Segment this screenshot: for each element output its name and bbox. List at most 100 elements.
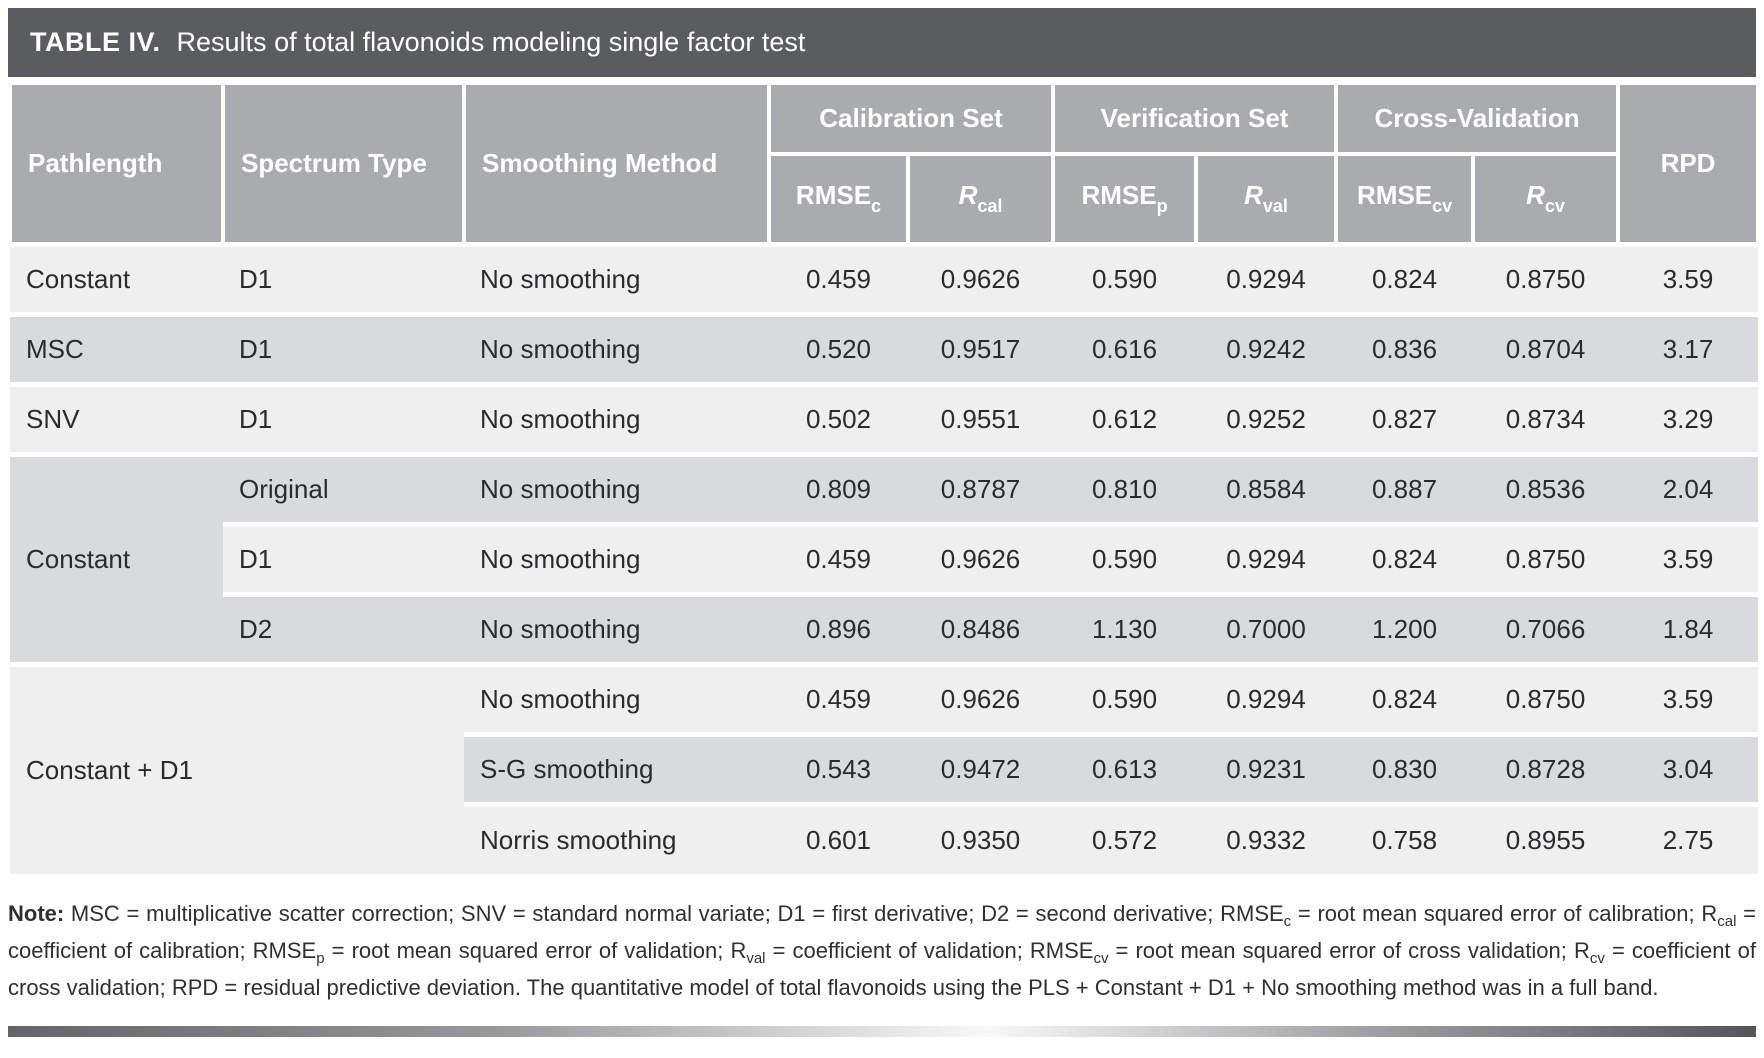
cell-rmse-c: 0.459 — [769, 521, 908, 594]
table-title-text: Results of total flavonoids modeling sin… — [176, 27, 806, 57]
group-header-calibration-set: Calibration Set — [766, 81, 1056, 156]
cell-rpd: 1.84 — [1618, 591, 1759, 664]
cell-r-val: 0.9242 — [1196, 311, 1337, 384]
note-segment: MSC = multiplicative scatter correction;… — [64, 901, 1284, 926]
col-header-pathlength: Pathlength — [8, 81, 225, 246]
cell-r-cv: 0.7066 — [1473, 591, 1619, 664]
note-subscript: cv — [1093, 950, 1109, 967]
note-segment: = coefficient of calibration; RMSE — [8, 901, 1756, 963]
cell-r-cal: 0.8486 — [908, 591, 1054, 664]
col-header-rmse-p: RMSEp — [1051, 152, 1199, 246]
note-label: Note: — [8, 901, 65, 926]
cell-rmse-cv: 0.887 — [1336, 451, 1474, 524]
cell-rmse-c: 0.502 — [769, 381, 908, 454]
cell-rmse-c: 0.896 — [769, 591, 908, 664]
cell-rmse-p: 0.590 — [1053, 241, 1197, 314]
col-header-r-cal-base: R — [958, 180, 978, 211]
note-segment: = root mean squared error of calibration… — [1291, 901, 1718, 926]
cell-smoothing-method: S-G smoothing — [464, 731, 769, 804]
cell-rpd: 3.29 — [1618, 381, 1759, 454]
cell-smoothing-method: No smoothing — [464, 521, 769, 594]
cell-rmse-p: 0.590 — [1053, 521, 1197, 594]
cell-r-val: 0.9294 — [1196, 661, 1337, 734]
cell-r-cv: 0.8750 — [1473, 241, 1619, 314]
cell-pathlength-merged: Constant — [10, 451, 223, 664]
cell-rmse-cv: 0.758 — [1336, 801, 1474, 874]
cell-rmse-c: 0.543 — [769, 731, 908, 804]
cell-rmse-c: 0.459 — [769, 241, 908, 314]
cell-rpd: 3.04 — [1618, 731, 1759, 804]
header-sub-row: RMSEc Rcal RMSEp Rval RMSEcv Rcv — [10, 152, 1758, 246]
col-header-r-val: Rval — [1194, 152, 1339, 246]
cell-rmse-p: 1.130 — [1053, 591, 1197, 664]
cell-r-cal: 0.9626 — [908, 521, 1054, 594]
col-header-rmse-cv: RMSEcv — [1334, 152, 1476, 246]
col-header-r-cv-sub: cv — [1544, 196, 1565, 217]
cell-rmse-c: 0.520 — [769, 311, 908, 384]
cell-smoothing-method: Norris smoothing — [464, 801, 769, 874]
col-header-r-cv: Rcv — [1471, 152, 1621, 246]
cell-rmse-cv: 0.824 — [1336, 241, 1474, 314]
cell-rpd: 3.17 — [1618, 311, 1759, 384]
note-segment: = coefficient of cross validation; RPD =… — [8, 938, 1756, 1000]
cell-r-val: 0.9252 — [1196, 381, 1337, 454]
note-subscript: c — [1283, 913, 1292, 930]
col-header-rmse-cv-base: RMSE — [1356, 180, 1433, 211]
cell-r-val: 0.9231 — [1196, 731, 1337, 804]
cell-r-cal: 0.9626 — [908, 241, 1054, 314]
note-subscript: p — [316, 950, 325, 967]
col-header-rmse-p-base: RMSE — [1081, 180, 1157, 211]
cell-smoothing-method: No smoothing — [464, 381, 769, 454]
cell-rmse-p: 0.616 — [1053, 311, 1197, 384]
cell-r-cal: 0.9551 — [908, 381, 1054, 454]
cell-spectrum-type: D1 — [223, 381, 464, 454]
group-header-cross-validation: Cross-Validation — [1334, 81, 1621, 156]
cell-r-cal: 0.9350 — [908, 801, 1054, 874]
cell-r-cv: 0.8704 — [1473, 311, 1619, 384]
cell-pathlength: SNV — [10, 381, 223, 454]
cell-r-cv: 0.8750 — [1473, 521, 1619, 594]
col-header-r-cv-base: R — [1526, 180, 1545, 211]
cell-spectrum-type: D1 — [223, 311, 464, 384]
cell-rmse-c: 0.459 — [769, 661, 908, 734]
table-row: D2 No smoothing 0.896 0.8486 1.130 0.700… — [10, 591, 1759, 664]
cell-pathlength-merged: Constant + D1 — [10, 661, 464, 874]
col-header-rmse-c-sub: c — [871, 196, 882, 217]
col-header-rmse-p-sub: p — [1156, 196, 1168, 217]
cell-r-cal: 0.9517 — [908, 311, 1054, 384]
table-row: MSC D1 No smoothing 0.520 0.9517 0.616 0… — [10, 311, 1759, 384]
cell-r-val: 0.9294 — [1196, 521, 1337, 594]
cell-rmse-p: 0.572 — [1053, 801, 1197, 874]
col-header-rpd: RPD — [1616, 81, 1761, 246]
cell-rmse-cv: 0.824 — [1336, 521, 1474, 594]
cell-r-val: 0.9294 — [1196, 241, 1337, 314]
cell-r-val: 0.9332 — [1196, 801, 1337, 874]
col-header-r-val-base: R — [1244, 180, 1263, 211]
cell-smoothing-method: No smoothing — [464, 241, 769, 314]
col-header-r-cal: Rcal — [905, 152, 1056, 246]
col-header-rmse-cv-sub: cv — [1432, 196, 1453, 217]
table-title-bar: TABLE IV. Results of total flavonoids mo… — [8, 8, 1756, 77]
cell-smoothing-method: No smoothing — [464, 311, 769, 384]
cell-r-cv: 0.8750 — [1473, 661, 1619, 734]
table-row: Constant + D1 No smoothing 0.459 0.9626 … — [10, 661, 1759, 874]
note-segment: = root mean squared error of cross valid… — [1108, 938, 1590, 963]
bottom-gradient-bar — [8, 1026, 1756, 1037]
cell-r-cv: 0.8734 — [1473, 381, 1619, 454]
cell-r-cv: 0.8728 — [1473, 731, 1619, 804]
cell-smoothing-method: No smoothing — [464, 591, 769, 664]
cell-r-cal: 0.9472 — [908, 731, 1054, 804]
cell-rmse-p: 0.810 — [1053, 451, 1197, 524]
cell-rmse-c: 0.601 — [769, 801, 908, 874]
table-row: Norris smoothing 0.601 0.9350 0.572 0.93… — [10, 801, 1759, 874]
cell-smoothing-method: No smoothing — [464, 661, 769, 734]
note-subscript: cv — [1589, 950, 1605, 967]
cell-spectrum-type: D1 — [223, 521, 464, 594]
col-header-r-val-sub: val — [1262, 196, 1288, 217]
cell-rmse-cv: 0.827 — [1336, 381, 1474, 454]
col-header-rmse-c: RMSEc — [767, 152, 910, 246]
cell-pathlength: Constant — [10, 241, 223, 314]
table-row: Constant Original No smoothing 0.809 0.8… — [10, 451, 1759, 664]
cell-rmse-c: 0.809 — [769, 451, 908, 524]
group-header-verification-set: Verification Set — [1051, 81, 1339, 156]
